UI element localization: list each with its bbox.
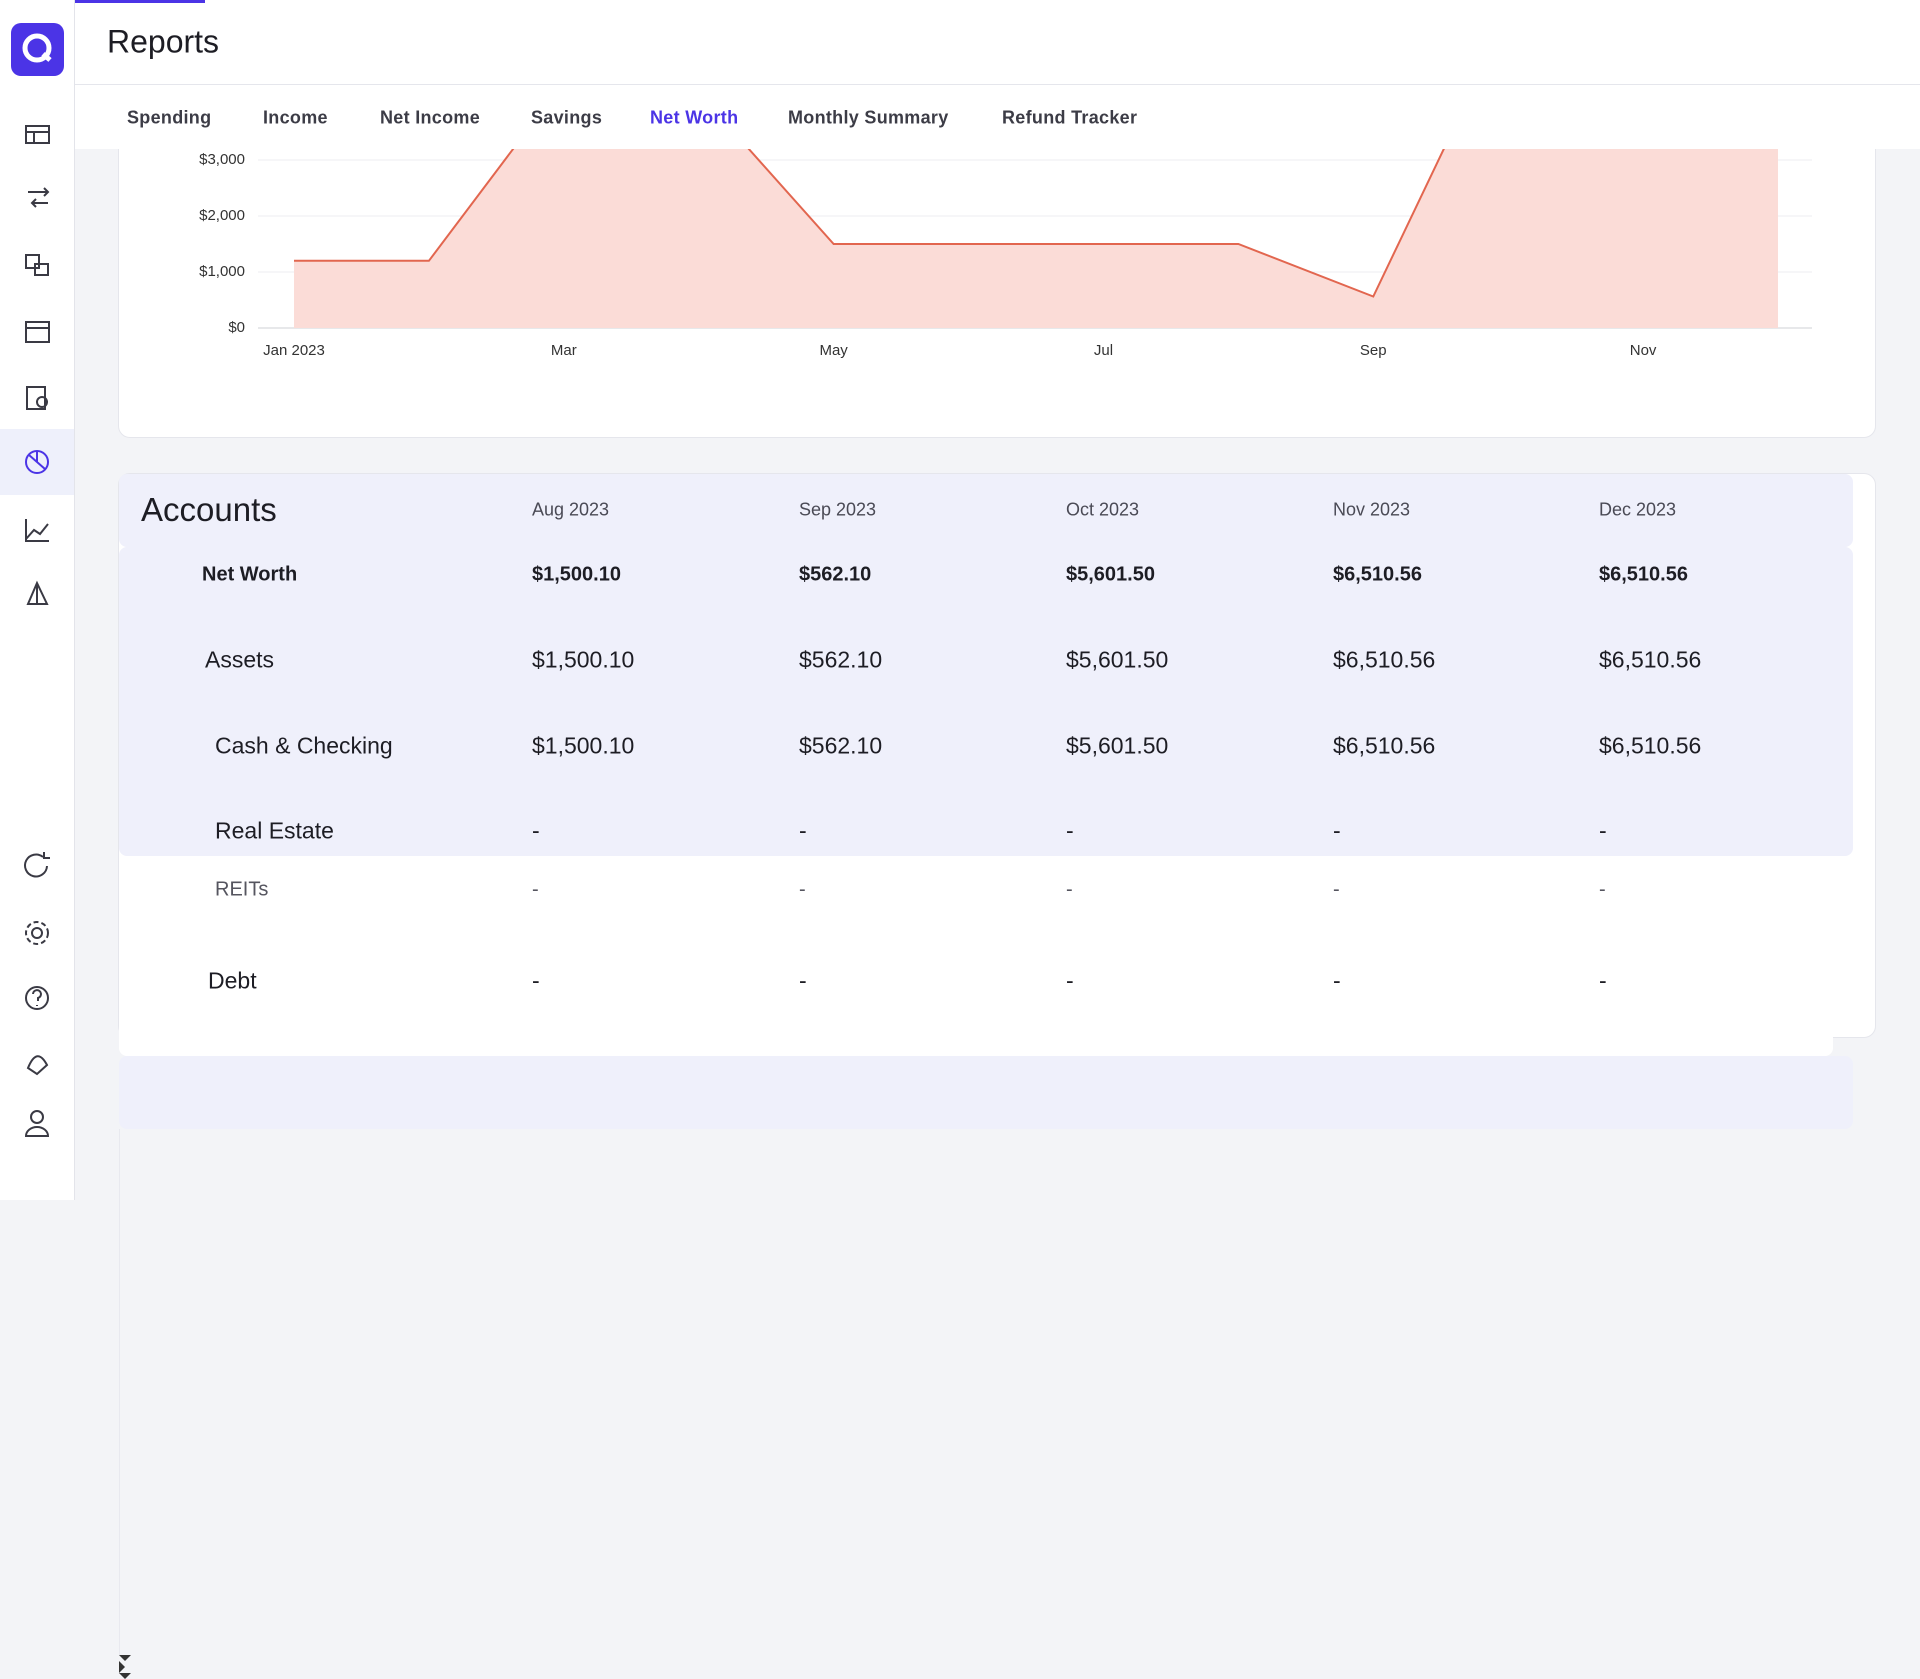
tab[interactable]: Net Income (380, 107, 481, 128)
cell-value: - (799, 878, 806, 901)
cell-value: - (532, 878, 539, 901)
cell-value: $6,510.56 (1333, 646, 1436, 673)
chart: $0 $1,000 $2,000 $3,000 Jan 2023 Mar May Jul Sep… (199, 0, 1812, 359)
x-tick-label: Sep (1360, 342, 1387, 359)
y-tick-label: $1,000 (199, 263, 245, 280)
cell-value: $5,601.50 (1066, 646, 1169, 673)
tab[interactable]: Net Worth (650, 107, 739, 128)
cell-value: - (532, 817, 540, 844)
row-label: Debt (208, 967, 257, 994)
y-tick-label: $2,000 (199, 207, 245, 224)
accounts-title: Accounts (141, 491, 277, 528)
sidebar-icons (0, 23, 74, 1137)
tab[interactable]: Refund Tracker (1002, 107, 1138, 128)
tab-underline (75, 0, 205, 3)
assets-group (119, 547, 1853, 856)
tab[interactable]: Income (263, 107, 328, 128)
cell-value: - (1599, 967, 1607, 994)
cell-value: - (1066, 967, 1074, 994)
tab[interactable]: Savings (531, 107, 603, 128)
cell-value: $5,601.50 (1066, 563, 1155, 586)
cell-value: - (1333, 967, 1341, 994)
column-header: Nov 2023 (1333, 499, 1411, 520)
cell-value: $1,500.10 (532, 646, 635, 673)
row-label: Net Worth (202, 563, 298, 586)
logo[interactable] (11, 23, 64, 76)
cell-value: - (1066, 817, 1074, 844)
tab[interactable]: Monthly Summary (788, 107, 949, 128)
header: Reports Spending Income Net Income Savings N… (75, 0, 1920, 149)
y-tick-label: $3,000 (199, 151, 245, 168)
column-header: Aug 2023 (532, 499, 610, 520)
cell-value: $6,510.56 (1599, 732, 1702, 759)
accounts-card: Accounts Aug 2023 Sep 2023 Oct 2023 Nov 2023… (118, 473, 1876, 1679)
real-estate-group (119, 929, 1833, 1056)
nav-icons[interactable] (24, 125, 50, 1137)
cell-value: $562.10 (799, 646, 883, 673)
page-title: Reports (107, 23, 220, 60)
column-header: Oct 2023 (1066, 499, 1140, 520)
x-tick-label: Nov (1630, 342, 1657, 359)
column-divider (119, 1129, 120, 1655)
row-label: Real Estate (215, 817, 334, 844)
cell-value: - (1066, 878, 1073, 901)
cell-value: - (799, 967, 807, 994)
cell-value: $1,500.10 (532, 732, 635, 759)
sidebar (0, 0, 75, 1200)
expand-toggle[interactable] (119, 1661, 125, 1673)
cell-value: $6,510.56 (1599, 563, 1688, 586)
cell-value: - (532, 967, 540, 994)
cell-value: $6,510.56 (1599, 646, 1702, 673)
cell-value: $6,510.56 (1333, 732, 1436, 759)
column-header: Sep 2023 (799, 499, 877, 520)
cell-value: - (1333, 817, 1341, 844)
x-tick-label: Jan 2023 (263, 342, 325, 359)
row-label: Cash & Checking (215, 732, 393, 759)
cell-value: $562.10 (799, 563, 872, 586)
x-tick-label: Mar (551, 342, 577, 359)
cell-value: $6,510.56 (1333, 563, 1422, 586)
cell-value: $1,500.10 (532, 563, 621, 586)
cell-value: - (1599, 878, 1606, 901)
cell-value: $562.10 (799, 732, 883, 759)
cell-value: - (1333, 878, 1340, 901)
cell-value: $5,601.50 (1066, 732, 1169, 759)
column-header: Dec 2023 (1599, 499, 1677, 520)
y-tick-label: $0 (228, 319, 245, 336)
net-worth-row (119, 474, 1853, 547)
row-label: REITs (215, 878, 269, 901)
tab[interactable]: Spending (127, 107, 212, 128)
x-tick-label: May (819, 342, 848, 359)
x-tick-label: Jul (1094, 342, 1113, 359)
expand-toggle[interactable] (119, 1673, 131, 1679)
cash-row (119, 856, 1833, 929)
row-label: Assets (205, 646, 275, 673)
cell-value: - (1599, 817, 1607, 844)
area (294, 0, 1778, 328)
cell-value: - (799, 817, 807, 844)
debt-row (119, 1056, 1853, 1129)
